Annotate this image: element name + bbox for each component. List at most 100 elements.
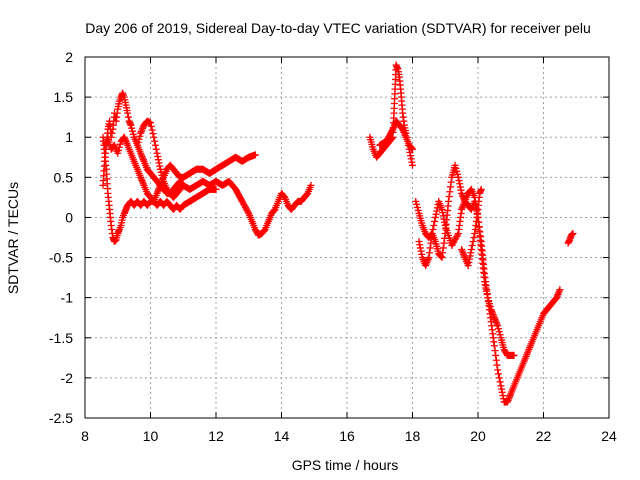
data-point — [122, 136, 130, 144]
data-point — [499, 392, 507, 400]
data-point — [122, 138, 130, 146]
data-point — [498, 385, 506, 393]
data-point — [416, 241, 424, 249]
data-point — [495, 328, 503, 336]
data-point — [457, 186, 465, 194]
data-point — [485, 297, 493, 305]
data-point — [459, 249, 467, 257]
data-point — [158, 171, 166, 179]
data-point — [459, 202, 467, 210]
data-point — [491, 315, 499, 323]
y-tick-label: 1.5 — [54, 89, 74, 105]
data-point — [486, 303, 494, 311]
data-point — [128, 124, 136, 132]
data-point — [137, 173, 145, 181]
data-point — [464, 262, 472, 270]
data-points — [99, 61, 577, 406]
data-point — [156, 165, 164, 173]
data-point — [470, 234, 478, 241]
y-tick-label: 0.5 — [54, 169, 74, 185]
x-tick-labels: 8 10 12 14 16 18 20 22 24 — [81, 428, 617, 444]
x-tick-label: 18 — [405, 428, 421, 444]
data-point — [492, 317, 500, 325]
data-point — [409, 145, 416, 153]
data-point — [554, 290, 562, 298]
data-point — [466, 252, 474, 260]
data-point — [481, 278, 489, 286]
data-point — [440, 239, 448, 247]
y-tick-label: -1 — [61, 290, 74, 306]
data-point — [456, 183, 464, 191]
data-point — [488, 309, 496, 317]
data-point — [157, 168, 165, 176]
data-point — [390, 124, 398, 132]
data-point — [493, 320, 501, 328]
data-point — [553, 294, 561, 302]
data-point — [427, 234, 435, 242]
data-point — [409, 161, 416, 169]
data-point — [120, 133, 128, 141]
data-point — [465, 258, 473, 266]
data-point — [114, 149, 122, 157]
data-point — [432, 210, 440, 218]
y-axis-title: SDTVAR / TECUs — [5, 182, 21, 294]
data-point — [490, 342, 498, 350]
data-point — [260, 226, 268, 234]
data-point — [460, 250, 468, 258]
data-point — [447, 178, 455, 186]
data-point — [412, 197, 420, 205]
y-tick-label: 2 — [65, 49, 73, 65]
data-point — [452, 164, 460, 172]
data-point — [124, 113, 132, 121]
data-point — [137, 128, 145, 136]
data-point — [401, 132, 409, 140]
y-tick-label: -2 — [61, 370, 74, 386]
data-point — [490, 312, 498, 320]
x-tick-label: 16 — [339, 428, 355, 444]
data-point — [491, 347, 499, 355]
data-point — [137, 151, 145, 159]
data-point — [505, 393, 513, 401]
data-point — [460, 252, 468, 260]
data-point — [413, 203, 421, 211]
data-point — [408, 144, 416, 152]
data-point — [498, 388, 506, 396]
data-point — [492, 351, 500, 359]
data-point — [129, 130, 137, 138]
data-point — [426, 249, 434, 257]
data-point — [467, 246, 475, 254]
data-point — [496, 331, 504, 339]
data-point — [556, 286, 564, 294]
data-point — [555, 289, 563, 297]
data-point — [270, 207, 278, 215]
data-point — [445, 197, 453, 205]
data-point — [159, 174, 167, 182]
data-point — [430, 221, 438, 229]
plot-frame — [84, 56, 610, 419]
data-point — [382, 137, 390, 145]
data-point — [137, 129, 145, 137]
data-point — [458, 246, 466, 254]
data-point — [454, 231, 462, 239]
data-point — [139, 154, 147, 162]
y-tick-label: -1.5 — [49, 330, 73, 346]
data-point — [383, 136, 391, 144]
data-point — [400, 128, 408, 136]
data-point — [147, 119, 154, 127]
data-point — [448, 242, 456, 250]
data-point — [124, 109, 132, 117]
data-point — [497, 382, 505, 390]
y-tick-label: -0.5 — [49, 250, 73, 266]
data-point — [484, 294, 492, 302]
data-point — [452, 234, 460, 242]
data-point — [401, 130, 409, 138]
data-point — [510, 351, 518, 359]
data-point — [154, 188, 162, 196]
data-point — [154, 152, 162, 160]
data-point — [422, 260, 430, 268]
data-point — [439, 209, 447, 217]
data-point — [136, 132, 144, 140]
data-point — [386, 131, 394, 139]
data-point — [429, 225, 437, 233]
